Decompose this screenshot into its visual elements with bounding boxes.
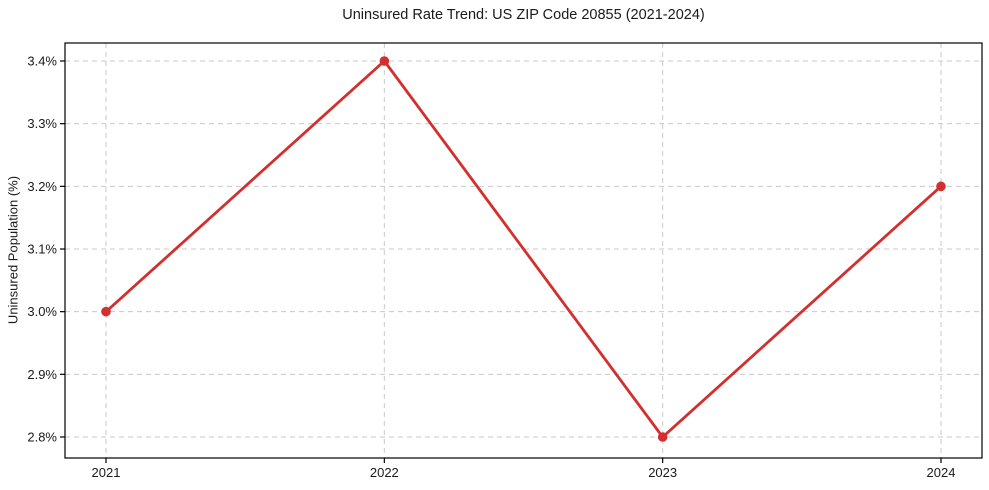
y-tick-label: 2.9% bbox=[27, 367, 57, 382]
data-point bbox=[936, 181, 946, 192]
y-tick-label: 3.0% bbox=[27, 304, 57, 319]
trend-line bbox=[105, 58, 942, 440]
plot-frame bbox=[64, 42, 983, 459]
x-tick-label: 2022 bbox=[370, 465, 399, 480]
x-tick-label: 2021 bbox=[92, 465, 121, 480]
data-point bbox=[101, 306, 111, 317]
y-tick-label: 3.4% bbox=[27, 54, 57, 69]
x-tick-label: 2024 bbox=[927, 465, 956, 480]
y-tick-label: 2.8% bbox=[27, 430, 57, 445]
y-tick-label: 3.1% bbox=[27, 242, 57, 257]
data-point bbox=[379, 56, 390, 66]
y-tick-label: 3.3% bbox=[27, 116, 57, 131]
data-point bbox=[657, 432, 668, 442]
chart-title: Uninsured Rate Trend: US ZIP Code 20855 … bbox=[342, 7, 705, 23]
x-tick-label: 2023 bbox=[648, 465, 677, 480]
y-tick-label: 3.2% bbox=[27, 179, 57, 194]
